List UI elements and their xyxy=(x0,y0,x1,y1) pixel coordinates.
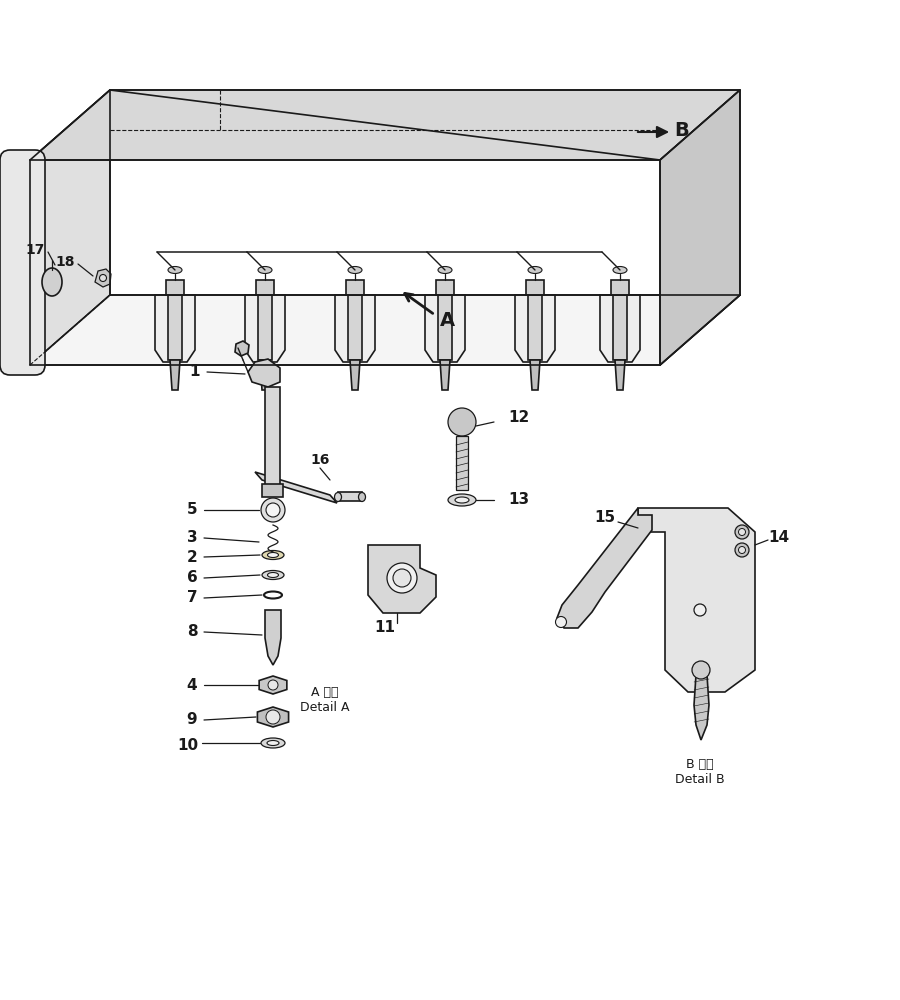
Polygon shape xyxy=(660,90,740,365)
Text: 9: 9 xyxy=(186,712,197,728)
Text: 18: 18 xyxy=(55,255,75,269)
Polygon shape xyxy=(530,360,540,390)
Polygon shape xyxy=(30,295,740,365)
Circle shape xyxy=(268,680,278,690)
Polygon shape xyxy=(438,295,452,360)
Polygon shape xyxy=(265,610,281,665)
Text: B: B xyxy=(675,120,689,139)
Polygon shape xyxy=(155,295,195,362)
Ellipse shape xyxy=(613,266,627,273)
Circle shape xyxy=(694,604,706,616)
Polygon shape xyxy=(440,360,450,390)
Ellipse shape xyxy=(448,494,476,506)
Polygon shape xyxy=(348,295,362,360)
Text: 3: 3 xyxy=(186,530,197,546)
Polygon shape xyxy=(260,360,270,390)
Text: 12: 12 xyxy=(508,410,529,426)
Polygon shape xyxy=(515,295,555,362)
Ellipse shape xyxy=(358,492,365,502)
Polygon shape xyxy=(255,472,337,503)
Polygon shape xyxy=(526,280,544,295)
Ellipse shape xyxy=(455,497,469,503)
Polygon shape xyxy=(30,90,110,365)
Text: 11: 11 xyxy=(374,620,395,636)
Circle shape xyxy=(739,546,745,554)
Circle shape xyxy=(555,616,566,628)
Text: 7: 7 xyxy=(186,590,197,605)
Polygon shape xyxy=(425,295,465,362)
Polygon shape xyxy=(338,492,362,501)
Circle shape xyxy=(448,408,476,436)
Text: A 詳細
Detail A: A 詳細 Detail A xyxy=(301,686,350,714)
Ellipse shape xyxy=(261,738,285,748)
Polygon shape xyxy=(600,295,640,362)
Polygon shape xyxy=(248,359,280,387)
Polygon shape xyxy=(262,484,283,497)
Polygon shape xyxy=(257,707,289,727)
Polygon shape xyxy=(335,295,375,362)
Circle shape xyxy=(692,661,710,679)
Polygon shape xyxy=(638,508,755,692)
Polygon shape xyxy=(528,295,542,360)
Text: 16: 16 xyxy=(310,453,329,467)
Polygon shape xyxy=(265,387,280,485)
Circle shape xyxy=(100,274,106,282)
Polygon shape xyxy=(350,360,360,390)
Ellipse shape xyxy=(258,266,272,273)
Text: 4: 4 xyxy=(186,678,197,692)
FancyBboxPatch shape xyxy=(0,150,45,375)
Text: 15: 15 xyxy=(594,510,616,526)
Circle shape xyxy=(387,563,417,593)
Circle shape xyxy=(735,525,749,539)
Ellipse shape xyxy=(267,552,278,558)
Text: 14: 14 xyxy=(768,530,789,546)
Polygon shape xyxy=(613,295,627,360)
Polygon shape xyxy=(436,280,454,295)
Text: 6: 6 xyxy=(186,570,197,585)
Polygon shape xyxy=(557,508,652,628)
Polygon shape xyxy=(235,341,249,356)
Polygon shape xyxy=(258,295,272,360)
Ellipse shape xyxy=(262,570,284,580)
Ellipse shape xyxy=(335,492,341,502)
Polygon shape xyxy=(368,545,436,613)
Ellipse shape xyxy=(42,268,62,296)
Polygon shape xyxy=(346,280,364,295)
Polygon shape xyxy=(256,280,274,295)
Ellipse shape xyxy=(262,550,284,560)
Text: 13: 13 xyxy=(508,492,529,508)
Ellipse shape xyxy=(528,266,542,273)
Text: 1: 1 xyxy=(190,364,200,379)
Polygon shape xyxy=(694,675,709,740)
Polygon shape xyxy=(615,360,625,390)
Circle shape xyxy=(261,498,285,522)
Text: 17: 17 xyxy=(25,243,45,257)
Polygon shape xyxy=(259,676,287,694)
Ellipse shape xyxy=(348,266,362,273)
Text: 5: 5 xyxy=(186,502,197,518)
Ellipse shape xyxy=(438,266,452,273)
Polygon shape xyxy=(245,295,285,362)
Text: B 詳細
Detail B: B 詳細 Detail B xyxy=(675,758,724,786)
Text: 10: 10 xyxy=(177,738,199,752)
Polygon shape xyxy=(611,280,629,295)
Polygon shape xyxy=(166,280,184,295)
Circle shape xyxy=(266,710,280,724)
Polygon shape xyxy=(30,90,740,160)
Polygon shape xyxy=(168,295,182,360)
Circle shape xyxy=(739,528,745,536)
Text: 8: 8 xyxy=(186,624,197,640)
Circle shape xyxy=(266,503,280,517)
Circle shape xyxy=(735,543,749,557)
Ellipse shape xyxy=(267,572,278,578)
Text: 2: 2 xyxy=(186,550,197,564)
Polygon shape xyxy=(170,360,180,390)
Polygon shape xyxy=(456,436,468,490)
Text: A: A xyxy=(439,310,454,330)
Circle shape xyxy=(393,569,411,587)
Ellipse shape xyxy=(267,740,279,746)
Polygon shape xyxy=(95,269,111,287)
Ellipse shape xyxy=(168,266,182,273)
